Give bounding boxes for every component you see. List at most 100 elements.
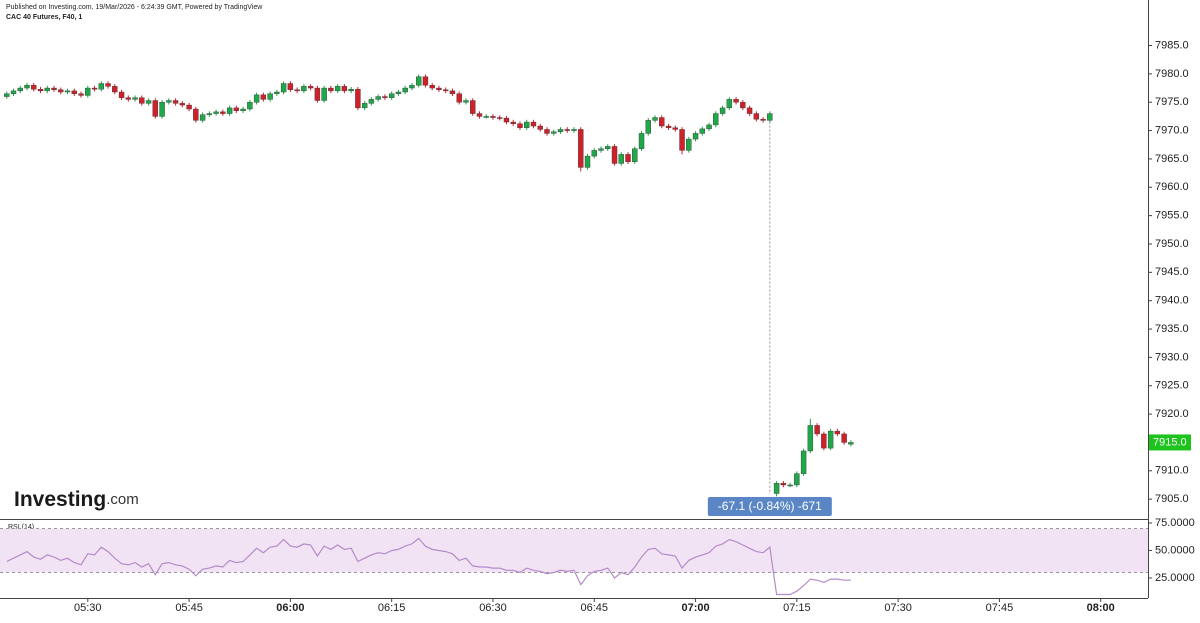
candle-body bbox=[611, 146, 618, 164]
candle-body bbox=[605, 146, 611, 149]
candle-body bbox=[17, 87, 23, 92]
candle-body bbox=[760, 119, 766, 121]
candle-body bbox=[78, 93, 84, 96]
y-tick-label: 7940.0 bbox=[1155, 295, 1189, 307]
y-tick-label: 50.0000 bbox=[1155, 544, 1195, 556]
candle-body bbox=[145, 100, 152, 104]
y-tick-label: 7985.0 bbox=[1155, 39, 1189, 51]
candle-body bbox=[71, 90, 77, 94]
candle-body bbox=[794, 473, 800, 486]
candle-body bbox=[733, 99, 739, 103]
candle-body bbox=[497, 117, 503, 119]
candle-body bbox=[125, 97, 132, 100]
candle-body bbox=[753, 113, 760, 120]
candle-body bbox=[679, 129, 685, 151]
candle-body bbox=[476, 113, 483, 117]
y-tick-label: 7935.0 bbox=[1155, 323, 1189, 335]
watermark: Investing.com bbox=[14, 488, 139, 511]
candle-body bbox=[598, 148, 604, 151]
candle-body bbox=[274, 91, 280, 94]
candle-body bbox=[632, 148, 638, 162]
candle-body bbox=[659, 117, 665, 127]
watermark-suffix: .com bbox=[106, 491, 139, 508]
candle-body bbox=[713, 113, 719, 126]
rsi-title: RSI (14) bbox=[8, 524, 34, 531]
y-tick-label: 7945.0 bbox=[1155, 266, 1189, 278]
candle-body bbox=[422, 76, 429, 86]
candle-body bbox=[186, 104, 192, 110]
candle-body bbox=[638, 133, 645, 149]
candle-body bbox=[490, 116, 496, 118]
candle-body bbox=[118, 91, 125, 98]
candle-body bbox=[355, 88, 361, 109]
candle-body bbox=[470, 100, 476, 114]
y-tick-label: 7960.0 bbox=[1155, 181, 1189, 193]
candle-body bbox=[692, 133, 699, 140]
candle-body bbox=[240, 108, 246, 111]
x-tick-label: 07:00 bbox=[681, 602, 709, 614]
y-tick-label: 7975.0 bbox=[1155, 96, 1189, 108]
candle-body bbox=[517, 123, 523, 128]
candle-body bbox=[530, 121, 537, 127]
candle-body bbox=[159, 102, 165, 117]
rsi-line bbox=[6, 537, 851, 596]
candle-body bbox=[591, 150, 597, 157]
candle-body bbox=[652, 117, 658, 121]
rsi-band bbox=[0, 528, 1148, 573]
candle-body bbox=[280, 83, 287, 93]
y-tick-label: 7905.0 bbox=[1155, 493, 1189, 505]
price-marker bbox=[1149, 434, 1191, 451]
x-tick-label: 08:00 bbox=[1087, 602, 1115, 614]
candle-body bbox=[105, 83, 111, 87]
candle-body bbox=[503, 117, 510, 123]
candle-body bbox=[544, 129, 550, 134]
candle-body bbox=[834, 430, 841, 435]
symbol-title: CAC 40 Futures, F40, 1 bbox=[6, 14, 82, 21]
published-note: Published on Investing.com, 19/Mar/2026 … bbox=[6, 4, 263, 11]
candle-body bbox=[699, 128, 706, 134]
candle-body bbox=[429, 85, 435, 89]
candle-body bbox=[348, 88, 354, 92]
x-tick-label: 06:45 bbox=[580, 602, 608, 614]
candle-body bbox=[740, 102, 746, 109]
y-tick-label: 7930.0 bbox=[1155, 351, 1189, 363]
y-tick-label: 7920.0 bbox=[1155, 408, 1189, 420]
candle-body bbox=[726, 99, 733, 109]
candle-body bbox=[267, 93, 273, 100]
candle-body bbox=[375, 96, 381, 100]
candle-body bbox=[483, 116, 489, 118]
y-tick-label: 7965.0 bbox=[1155, 153, 1189, 165]
candle-body bbox=[64, 90, 71, 93]
candle-body bbox=[645, 120, 651, 134]
candle-body bbox=[409, 85, 415, 89]
candle-body bbox=[307, 86, 314, 89]
candle-body bbox=[112, 86, 118, 93]
y-tick-label: 7950.0 bbox=[1155, 238, 1189, 250]
candle-body bbox=[172, 100, 179, 104]
candle-body bbox=[780, 483, 787, 486]
candle-body bbox=[213, 111, 219, 114]
candle-body bbox=[686, 138, 692, 151]
candle-body bbox=[402, 87, 408, 93]
candle-body bbox=[139, 97, 145, 104]
x-tick-label: 06:15 bbox=[378, 602, 406, 614]
candle-body bbox=[551, 131, 557, 134]
candle-body bbox=[456, 93, 462, 103]
candle-body bbox=[24, 85, 30, 89]
candle-body bbox=[706, 124, 712, 130]
candle-body bbox=[827, 430, 834, 449]
candle-body bbox=[564, 129, 570, 131]
y-tick-label: 7910.0 bbox=[1155, 465, 1189, 477]
candle-body bbox=[334, 86, 341, 92]
candle-body bbox=[800, 450, 807, 474]
candle-body bbox=[436, 87, 442, 90]
candle-body bbox=[91, 87, 98, 90]
candle-body bbox=[314, 87, 321, 101]
y-tick-label: 7980.0 bbox=[1155, 68, 1189, 80]
candle-body bbox=[510, 121, 516, 124]
measure-box bbox=[707, 497, 832, 517]
candle-body bbox=[618, 154, 624, 164]
candle-body bbox=[85, 87, 91, 96]
y-tick-label: 7970.0 bbox=[1155, 124, 1189, 136]
